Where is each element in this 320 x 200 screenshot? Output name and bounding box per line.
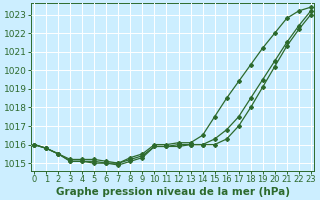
X-axis label: Graphe pression niveau de la mer (hPa): Graphe pression niveau de la mer (hPa) <box>55 187 290 197</box>
